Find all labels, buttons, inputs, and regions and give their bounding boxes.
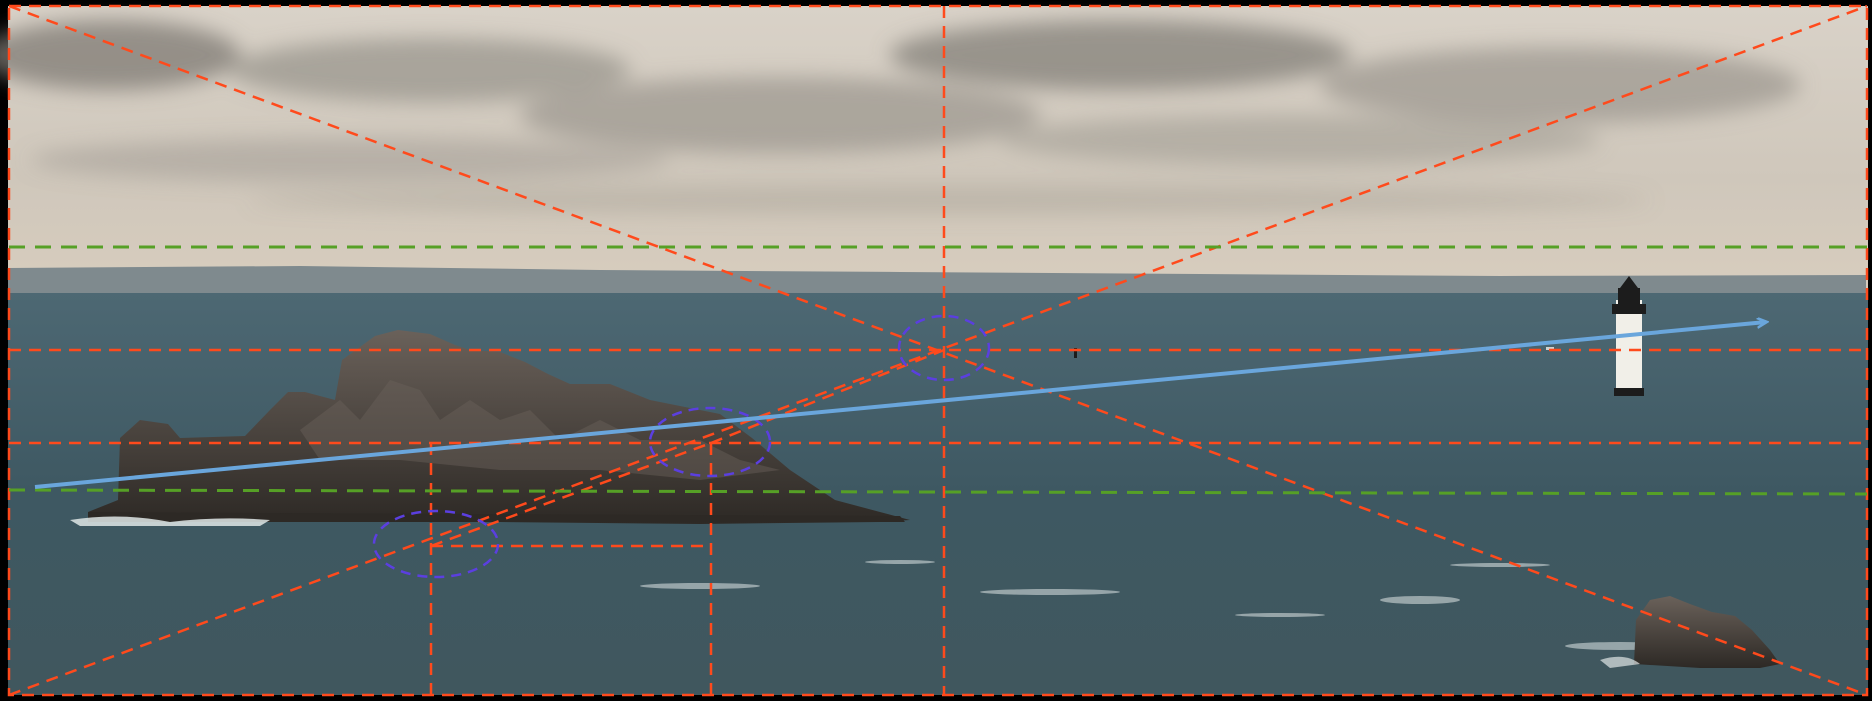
focal-point-marker	[897, 314, 991, 382]
wave-foam	[640, 560, 1675, 650]
cloud	[890, 20, 1350, 90]
rock-island	[70, 330, 910, 526]
lighthouse-base	[1614, 388, 1644, 396]
foam-streak	[1380, 596, 1460, 604]
rock-highlight	[300, 380, 780, 480]
buoy	[1074, 348, 1077, 358]
foam-streak	[1450, 563, 1550, 567]
foam-streak	[1235, 613, 1325, 617]
cloud	[1000, 115, 1600, 165]
cloud	[250, 186, 1650, 214]
leading-line-arrow	[34, 322, 1766, 489]
sub-diagonal-guide	[430, 441, 712, 548]
thirds-horizontal-guide	[8, 488, 1868, 496]
focal-point-marker	[648, 406, 772, 478]
foam-streak	[640, 583, 760, 589]
foam-streak	[980, 589, 1120, 595]
rock-body	[88, 330, 910, 524]
cloud	[0, 20, 240, 90]
rock-foam	[70, 516, 270, 526]
foam-streak	[865, 560, 935, 564]
buoy	[1546, 347, 1554, 350]
composition-guides	[7, 4, 1869, 697]
lighthouse	[1612, 276, 1646, 396]
rock-base	[88, 512, 905, 522]
distant-shoreline	[8, 266, 1866, 294]
focal-point-marker	[372, 509, 500, 579]
cloud	[1320, 47, 1800, 123]
lighthouse-lantern	[1618, 288, 1640, 304]
small-rock-foam	[1600, 656, 1640, 668]
lighthouse-roof	[1620, 276, 1638, 288]
cloud	[230, 38, 630, 102]
lighthouse-tower	[1616, 300, 1642, 394]
clouds	[0, 20, 1800, 214]
cloud	[30, 138, 670, 182]
lighthouse-gallery	[1612, 304, 1646, 314]
cloud	[520, 77, 1040, 153]
